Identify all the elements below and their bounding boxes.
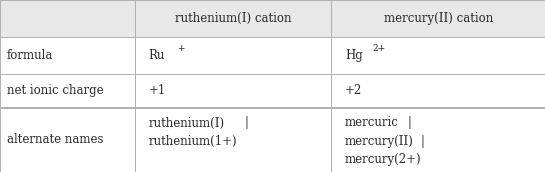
Text: Ru: Ru [149, 49, 165, 62]
Bar [135, 108, 331, 172]
Text: |: | [420, 135, 424, 148]
Text: ruthenium(1+): ruthenium(1+) [149, 135, 238, 148]
Bar [0, 37, 135, 74]
Bar [0, 108, 135, 172]
Text: mercury(2+): mercury(2+) [345, 153, 422, 166]
Text: mercuric: mercuric [345, 116, 399, 130]
Text: ruthenium(I): ruthenium(I) [149, 116, 225, 130]
Text: mercury(II): mercury(II) [345, 135, 414, 148]
Bar [331, 108, 545, 172]
Bar [0, 74, 135, 108]
Text: +2: +2 [345, 84, 362, 97]
Text: +1: +1 [149, 84, 166, 97]
Text: |: | [244, 116, 248, 130]
Bar [135, 37, 331, 74]
Text: net ionic charge: net ionic charge [7, 84, 103, 97]
Bar [331, 74, 545, 108]
Bar [0, 0, 135, 37]
Text: formula: formula [7, 49, 53, 62]
Text: |: | [408, 116, 411, 130]
Bar [331, 37, 545, 74]
Text: +: + [177, 44, 185, 53]
Bar [135, 74, 331, 108]
Bar [331, 0, 545, 37]
Text: mercury(II) cation: mercury(II) cation [384, 12, 493, 25]
Text: alternate names: alternate names [7, 133, 103, 146]
Bar [135, 0, 331, 37]
Text: 2+: 2+ [372, 44, 385, 53]
Text: ruthenium(I) cation: ruthenium(I) cation [175, 12, 292, 25]
Text: Hg: Hg [345, 49, 363, 62]
